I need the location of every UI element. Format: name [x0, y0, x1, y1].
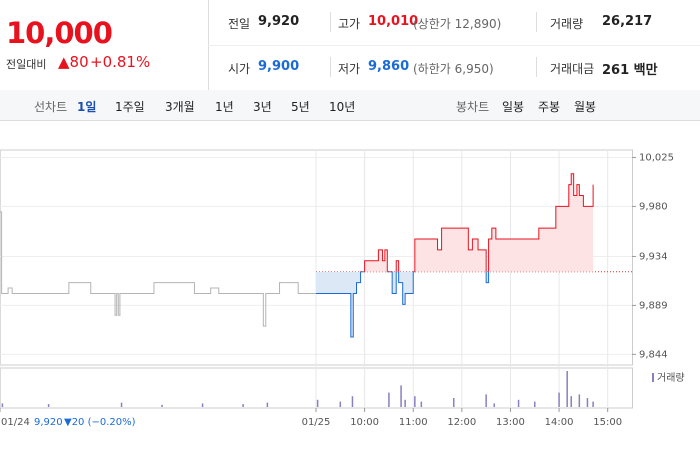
volume-bar: [420, 401, 423, 407]
y-tick-label: 9,934: [639, 251, 668, 262]
y-tick-label: 9,844: [639, 349, 668, 360]
tab-label: 선차트: [34, 100, 68, 114]
price-line: [0, 211, 316, 327]
period-tab[interactable]: 1일: [77, 100, 97, 114]
candle-tab[interactable]: 주봉: [538, 100, 561, 114]
volume-bar: [47, 404, 50, 407]
y-tick-label: 10,025: [639, 152, 674, 163]
stat-value: 261 백만: [602, 63, 658, 78]
header: 10,000 전일대비 ▲80 +0.81% 전일 9,920 고가 10,010 (상…: [0, 0, 700, 91]
stat-label: 시가: [228, 62, 251, 76]
volume-bar: [266, 402, 269, 407]
volume-bar: [404, 399, 406, 407]
period-tab[interactable]: 10년: [329, 100, 356, 114]
stat-note: (상한가 12,890): [413, 17, 502, 31]
volume-bar: [566, 371, 568, 407]
note-change: ▼20 (−0.20%): [64, 417, 136, 428]
candle-tab[interactable]: 월봉: [574, 100, 597, 114]
stat-label: 거래량: [550, 17, 584, 31]
volume-bar: [493, 403, 496, 407]
volume-bar: [339, 401, 342, 407]
x-tick-label: 01/25: [302, 417, 331, 428]
note-price: 9,920: [34, 417, 63, 428]
volume-bar: [1, 403, 4, 407]
stat-value: 9,860: [368, 59, 410, 74]
volume-bar: [452, 398, 455, 407]
divider: [330, 57, 331, 77]
volume-bar: [161, 404, 163, 407]
change-label: 전일대비: [6, 58, 47, 71]
volume-bar: [316, 399, 319, 407]
volume-bar: [517, 399, 520, 407]
period-tab[interactable]: 3개월: [165, 100, 195, 114]
x-tick-label: 14:00: [545, 417, 574, 428]
area-up: [316, 173, 594, 272]
stat-label: 거래대금: [550, 62, 595, 76]
area-down: [316, 271, 489, 337]
stat-value: 10,010: [368, 14, 419, 29]
volume-legend: 거래량: [657, 372, 685, 384]
y-tick-label: 9,980: [639, 201, 668, 212]
period-tab[interactable]: 1주일: [115, 100, 145, 114]
volume-bar: [570, 396, 572, 407]
divider: [330, 12, 331, 32]
x-tick-label: 13:00: [496, 417, 525, 428]
tab-bar: 선차트 1일 1주일 3개월 1년 3년 5년 10년 봉차트 일봉 주봉 월봉: [0, 90, 700, 121]
tab-label: 봉차트: [456, 100, 490, 114]
volume-bar: [558, 392, 560, 407]
divider: [536, 12, 537, 32]
price-panel: 10,000 전일대비 ▲80 +0.81%: [0, 0, 209, 90]
divider: [208, 45, 700, 46]
period-tab[interactable]: 5년: [291, 100, 310, 114]
candle-tab[interactable]: 일봉: [502, 100, 525, 114]
volume-bar: [534, 401, 536, 407]
volume-bar: [351, 396, 354, 407]
volume-bar: [485, 394, 487, 407]
stat-value: 9,900: [258, 59, 300, 74]
x-tick-label: 10:00: [350, 417, 379, 428]
period-tab[interactable]: 1년: [215, 100, 234, 114]
stat-label: 고가: [338, 17, 361, 31]
volume-bar: [388, 392, 390, 407]
volume-bar: [242, 404, 244, 407]
change: ▲80: [58, 53, 89, 71]
volume-bar: [201, 403, 204, 407]
period-tab[interactable]: 3년: [253, 100, 272, 114]
volume-bar: [586, 398, 589, 407]
volume-bar: [400, 385, 402, 407]
stat-value: 9,920: [258, 14, 300, 29]
price-line-up: [360, 173, 594, 272]
stat-label: 전일: [228, 17, 251, 31]
volume-bar: [120, 402, 123, 407]
volume-bar: [414, 396, 416, 407]
divider: [536, 57, 537, 77]
change-pct: +0.81%: [90, 53, 151, 71]
stat-note: (하한가 6,950): [413, 62, 494, 76]
x-tick-label: 01/24: [1, 417, 30, 428]
x-tick-label: 11:00: [399, 417, 428, 428]
price: 10,000: [6, 16, 113, 50]
volume-bar: [578, 394, 581, 407]
x-tick-label: 15:00: [593, 417, 622, 428]
stat-value: 26,217: [602, 14, 653, 29]
y-tick-label: 9,889: [639, 300, 668, 311]
volume-legend-key: [652, 373, 654, 382]
stat-label: 저가: [338, 62, 361, 76]
volume-bar: [592, 401, 594, 407]
x-tick-label: 12:00: [447, 417, 476, 428]
